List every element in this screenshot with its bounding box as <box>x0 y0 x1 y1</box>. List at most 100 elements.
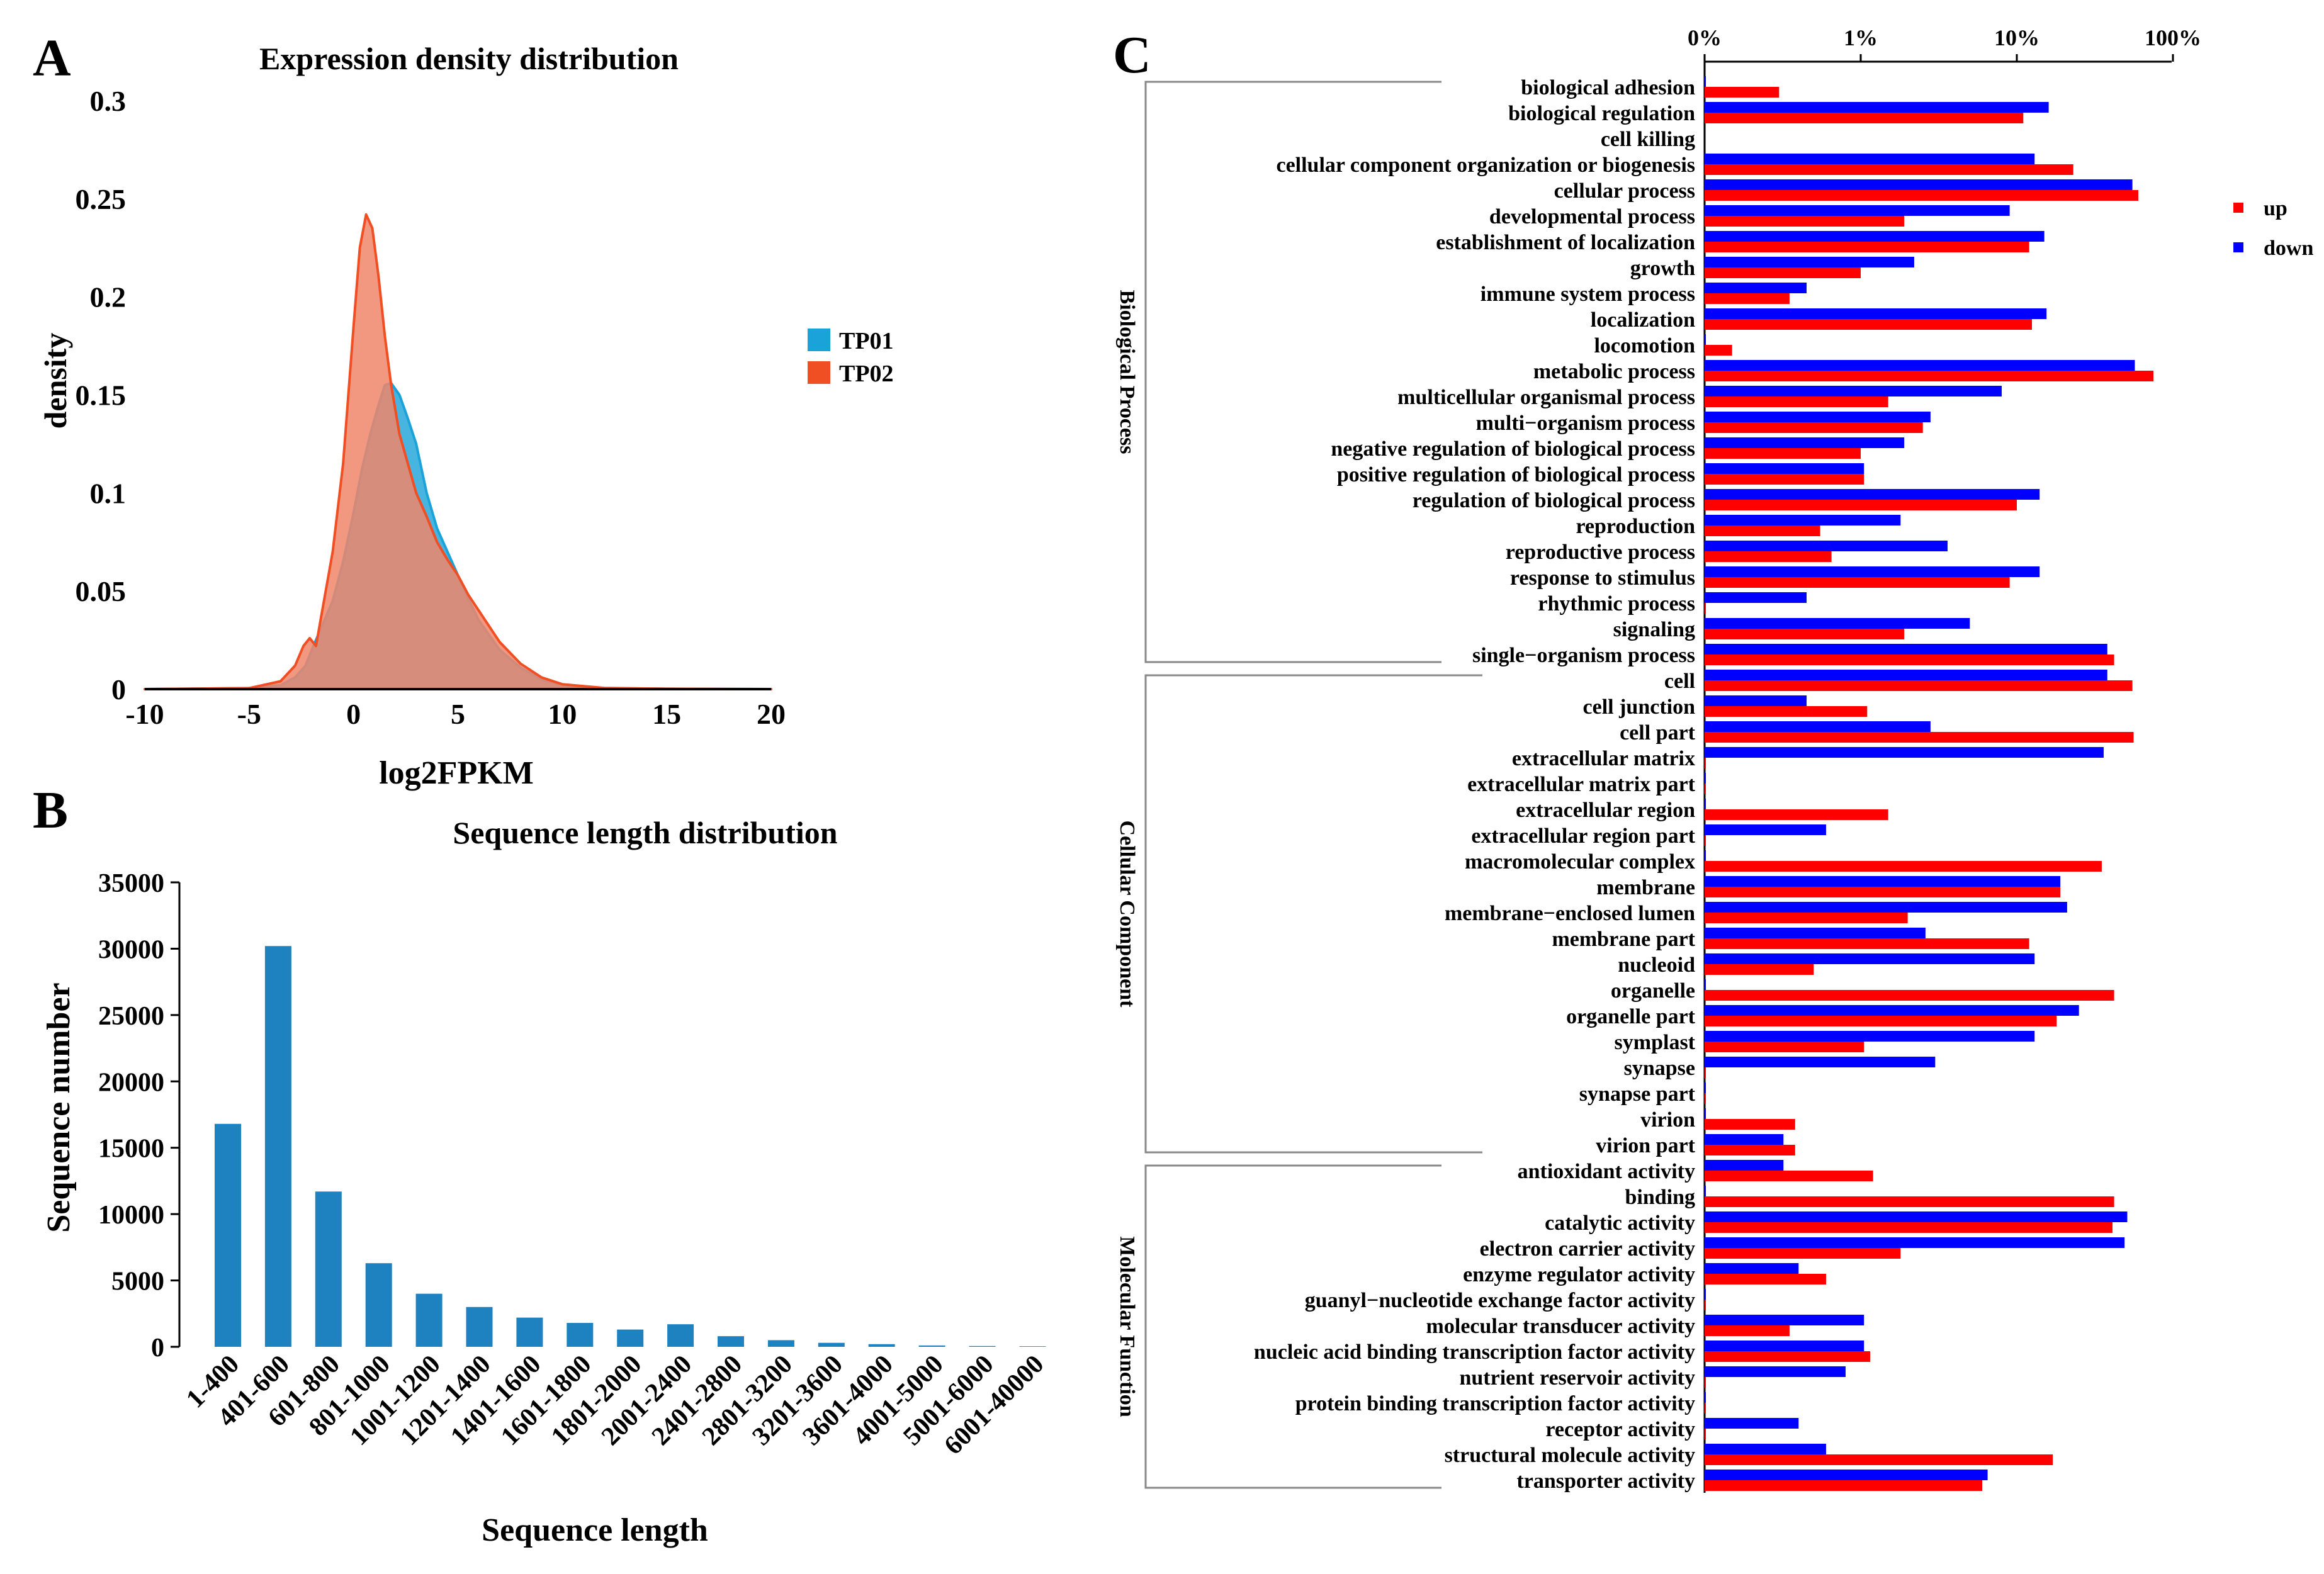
bar-down-31 <box>1705 876 2061 887</box>
bar-down-36 <box>1705 1005 2079 1016</box>
panel-a-y-tick-label: 0.3 <box>90 85 127 117</box>
bar-up-44 <box>1705 1222 2112 1233</box>
legend-label-up: up <box>2264 197 2287 220</box>
panel-b-y-tick-label: 35000 <box>98 869 164 898</box>
term-label: structural molecule activity <box>1445 1444 1695 1467</box>
bar-up-27 <box>1705 784 1706 794</box>
bar-down-28 <box>1705 799 1706 809</box>
bar-down-37 <box>1705 1031 2035 1042</box>
panel-b-y-tick-label: 10000 <box>98 1201 164 1230</box>
term-label: antioxidant activity <box>1518 1160 1695 1183</box>
bar-down-44 <box>1705 1211 2128 1222</box>
term-label: cellular component organization or bioge… <box>1276 154 1695 177</box>
bar-up-4 <box>1705 190 2138 201</box>
term-label: establishment of localization <box>1436 231 1695 254</box>
bar-down-51 <box>1705 1392 1706 1403</box>
bar-up-3 <box>1705 164 2073 175</box>
bar-down-20 <box>1705 592 1807 603</box>
legend-swatch-tp02 <box>808 361 830 384</box>
term-label: molecular transducer activity <box>1426 1315 1695 1338</box>
bar-down-40 <box>1705 1108 1706 1119</box>
bar-down-45 <box>1705 1237 2125 1248</box>
term-label: cell junction <box>1583 695 1696 719</box>
bar-down-46 <box>1705 1263 1799 1274</box>
bar-up-7 <box>1705 267 1861 278</box>
bar-down-8 <box>1705 283 1807 293</box>
term-label: symplast <box>1615 1031 1696 1054</box>
bar-down-15 <box>1705 463 1864 474</box>
panel-c-legend: up down <box>2233 197 2313 260</box>
bar-up-32 <box>1705 913 1908 923</box>
bar-down-41 <box>1705 1134 1784 1145</box>
legend-label-tp02: TP02 <box>839 361 894 387</box>
bar-up-0 <box>1705 87 1780 98</box>
panel-b: B Sequence length distribution Sequence … <box>33 781 1049 1548</box>
term-label: developmental process <box>1489 205 1695 228</box>
term-label: membrane <box>1596 876 1695 899</box>
group-label: Biological Process <box>1115 290 1139 454</box>
term-label: virion part <box>1596 1134 1695 1157</box>
bar-down-39 <box>1705 1082 1706 1093</box>
bar-up-36 <box>1705 1016 2057 1026</box>
bar-5001-6000 <box>969 1346 996 1347</box>
bar-up-26 <box>1705 758 1706 768</box>
bar-up-49 <box>1705 1351 1871 1362</box>
bar-up-47 <box>1705 1300 1706 1310</box>
bar-down-30 <box>1705 850 1706 861</box>
bar-1001-1200 <box>415 1293 443 1347</box>
panel-b-y-tick-label: 5000 <box>111 1268 164 1296</box>
bar-4001-5000 <box>918 1345 945 1347</box>
panel-b-ylabel: Sequence number <box>41 982 77 1232</box>
panel-c-axis-tick-label: 10% <box>1994 25 2039 50</box>
panel-a-x-tick-label: -5 <box>237 698 261 730</box>
term-label: nucleic acid binding transcription facto… <box>1254 1341 1695 1364</box>
panel-b-y-ticks: 0 5000 10000 15000 20000 25000 30000 35000 <box>98 869 179 1363</box>
bar-down-38 <box>1705 1057 1936 1067</box>
bar-up-53 <box>1705 1454 2053 1465</box>
term-label: membrane−enclosed lumen <box>1445 902 1695 925</box>
bar-up-43 <box>1705 1196 2114 1207</box>
bar-down-4 <box>1705 179 2133 190</box>
panel-a-x-tick-label: 10 <box>548 698 577 730</box>
panel-b-y-tick-label: 20000 <box>98 1068 164 1097</box>
bar-down-25 <box>1705 721 1931 732</box>
bar-up-14 <box>1705 448 1861 459</box>
panel-a-y-tick-label: 0.05 <box>76 575 127 607</box>
bar-down-26 <box>1705 747 2104 758</box>
term-label: cell <box>1664 670 1695 693</box>
bar-2001-2400 <box>667 1324 694 1347</box>
panel-b-bars <box>215 946 1046 1347</box>
bar-3601-4000 <box>868 1344 895 1347</box>
bar-down-52 <box>1705 1418 1799 1429</box>
term-label: negative regulation of biological proces… <box>1331 437 1695 461</box>
bar-down-13 <box>1705 412 1931 422</box>
panel-c-axis-tick-label: 0% <box>1688 25 1722 50</box>
term-label: metabolic process <box>1533 360 1695 383</box>
term-label: rhythmic process <box>1538 592 1695 616</box>
term-label: immune system process <box>1481 283 1695 306</box>
panel-a-y-tick-label: 0.1 <box>90 477 127 509</box>
bar-up-8 <box>1705 293 1790 304</box>
bar-up-25 <box>1705 732 2134 743</box>
bar-up-6 <box>1705 242 2029 252</box>
panel-c: C 0% 1% 10% 100% Biological Process Cellular… <box>1113 25 2313 1493</box>
term-label: cell part <box>1620 721 1696 745</box>
bar-up-9 <box>1705 319 2033 330</box>
panel-a-x-tick-label: 5 <box>451 698 465 730</box>
panel-a-series <box>144 213 772 690</box>
bar-up-12 <box>1705 396 1888 407</box>
panel-a-letter: A <box>33 29 71 87</box>
bar-1801-2000 <box>617 1329 644 1347</box>
term-label: electron carrier activity <box>1480 1237 1695 1261</box>
bar-up-15 <box>1705 474 1864 485</box>
term-label: synapse <box>1624 1057 1695 1080</box>
panel-a-title: Expression density distribution <box>259 41 679 76</box>
term-label: biological regulation <box>1508 102 1695 125</box>
legend-swatch-down <box>2233 242 2243 252</box>
panel-a-x-tick-label: 15 <box>652 698 681 730</box>
bar-down-19 <box>1705 566 2040 577</box>
bar-down-23 <box>1705 670 2107 680</box>
term-label: catalytic activity <box>1545 1211 1695 1235</box>
bar-up-48 <box>1705 1325 1790 1336</box>
